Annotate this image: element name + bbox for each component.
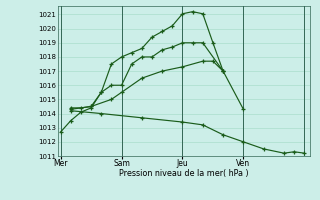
X-axis label: Pression niveau de la mer( hPa ): Pression niveau de la mer( hPa ) (119, 169, 249, 178)
